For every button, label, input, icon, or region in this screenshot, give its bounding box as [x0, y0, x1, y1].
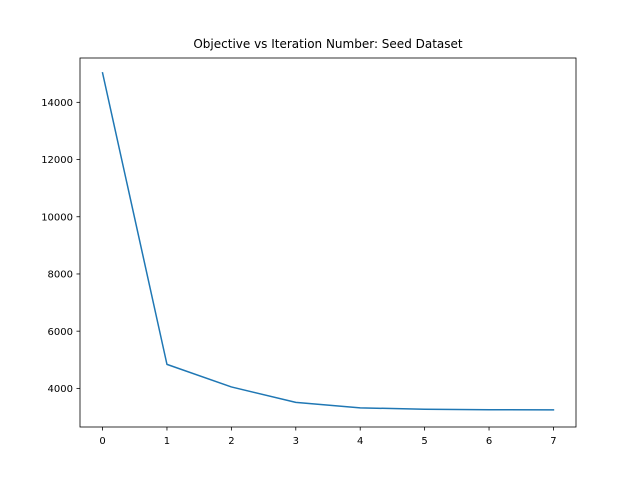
x-axis-ticks: 0 1 2 3 4 5 6 7: [99, 427, 557, 447]
plot-area-frame: [79, 57, 577, 428]
y-axis-ticks: 4000 6000 8000 10000 12000 14000: [41, 98, 80, 395]
x-tick-label: 5: [421, 436, 427, 447]
x-tick-label: 6: [486, 436, 492, 447]
x-tick-label: 2: [228, 436, 234, 447]
x-tick-label: 7: [550, 436, 556, 447]
y-tick-label: 8000: [48, 270, 73, 281]
x-tick-label: 4: [357, 436, 363, 447]
chart-title: Objective vs Iteration Number: Seed Data…: [193, 37, 463, 51]
y-tick-label: 10000: [41, 212, 73, 223]
x-tick-label: 0: [99, 436, 105, 447]
x-tick-label: 3: [293, 436, 299, 447]
series-line-0: [101, 71, 555, 411]
series-layer: [101, 71, 555, 411]
y-tick-label: 14000: [41, 98, 73, 109]
y-tick-label: 12000: [41, 155, 73, 166]
y-tick-label: 6000: [48, 327, 73, 338]
y-tick-label: 4000: [48, 384, 73, 395]
x-tick-label: 1: [164, 436, 170, 447]
